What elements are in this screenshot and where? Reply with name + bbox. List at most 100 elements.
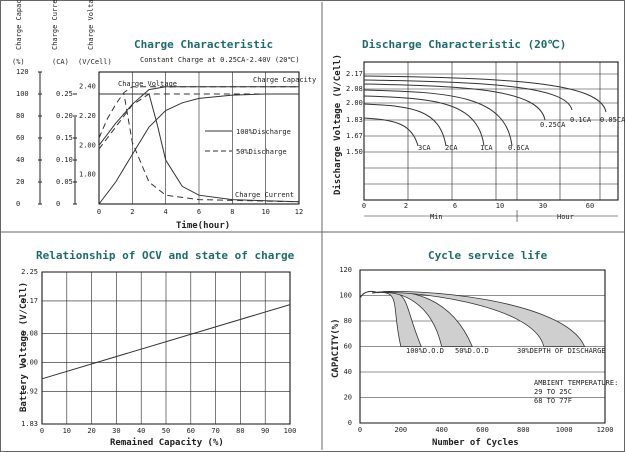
curve-label: 3CA <box>418 144 431 152</box>
x-tick: 60 <box>187 427 195 435</box>
x-tick: 20 <box>87 427 95 435</box>
y-tick: 0 <box>348 419 352 427</box>
charge-voltage-annotation: Charge Voltage <box>118 80 177 88</box>
minutes-unit-label: Min <box>430 213 443 221</box>
series-line <box>363 95 485 147</box>
x-tick: 90 <box>261 427 269 435</box>
x-tick: 0 <box>97 208 101 216</box>
hours-unit-label: Hour <box>557 213 574 221</box>
y-tick: 2.08 <box>21 330 38 338</box>
legend-100-discharge: 100%Discharge <box>236 128 291 136</box>
y-axis-label: Discharge Voltage (V/Cell) <box>332 54 343 195</box>
current-tick: 0.20 <box>56 112 73 120</box>
initial-capacity-curve <box>359 290 379 299</box>
x-tick: 4 <box>164 208 168 216</box>
y-tick: 2.00 <box>21 358 38 366</box>
band-label-100-dod: 100%D.O.D <box>406 347 444 355</box>
series-line <box>363 79 573 111</box>
current-tick: 0.25 <box>56 90 73 98</box>
capacity-tick: 100 <box>16 90 29 98</box>
x-tick: 10 <box>496 202 504 210</box>
y-tick: 2.17 <box>346 70 363 78</box>
x-tick: 6 <box>453 202 457 210</box>
y-tick: 2.00 <box>346 99 363 107</box>
ambient-note-line2: 29 TO 25C <box>534 388 572 396</box>
x-axis-label: Number of Cycles <box>432 438 519 448</box>
current-tick: 0.05 <box>56 178 73 186</box>
series-line <box>98 93 299 150</box>
cycle-life-chart: Cycle service life CAPACITY(%) 0 20 40 60 80… <box>331 249 618 448</box>
curve-label: 0.05CA <box>600 116 625 124</box>
y-tick: 80 <box>344 317 352 325</box>
x-tick: 2 <box>404 202 408 210</box>
y-tick: 100 <box>339 292 352 300</box>
current-unit: (CA) <box>52 58 69 66</box>
curve-label: 2CA <box>445 144 458 152</box>
y-tick: 60 <box>344 343 352 351</box>
capacity-header: Charge Capacity <box>15 0 23 50</box>
series-line <box>363 89 513 147</box>
plot-frame <box>363 61 619 201</box>
y-tick: 20 <box>344 394 352 402</box>
voltage-header: Charge Voltage <box>87 0 95 50</box>
chart-title: Cycle service life <box>428 249 548 262</box>
charge-current-annotation: Charge Current <box>235 191 294 199</box>
y-tick: 1.67 <box>346 132 363 140</box>
series-line <box>98 86 299 146</box>
voltage-tick: 2.00 <box>79 141 96 149</box>
x-tick: 30 <box>112 427 120 435</box>
x-tick: 60 <box>586 202 594 210</box>
x-tick: 6 <box>197 208 201 216</box>
x-tick: 0 <box>358 426 362 434</box>
y-tick: 1.83 <box>21 420 38 428</box>
series-line <box>363 75 607 113</box>
ocv-soc-chart: Relationship of OCV and state of charge … <box>19 249 296 448</box>
capacity-tick: 60 <box>16 134 24 142</box>
y-tick: 1.83 <box>346 116 363 124</box>
x-tick: 100 <box>284 427 297 435</box>
charge-characteristic-chart: Charge Characteristic Constant Charge at… <box>12 0 316 231</box>
voltage-tick: 1.80 <box>79 171 96 179</box>
capacity-tick: 20 <box>16 178 24 186</box>
x-axis-label: Time(hour) <box>176 220 230 231</box>
x-axis-label: Remained Capacity (%) <box>110 437 224 448</box>
series-line <box>98 86 299 139</box>
ambient-note-line3: 68 TO 77F <box>534 397 572 405</box>
series-line <box>363 117 419 147</box>
current-tick: 0 <box>56 200 60 208</box>
series-line <box>99 93 300 203</box>
x-tick: 30 <box>539 202 547 210</box>
voltage-tick: 2.40 <box>79 83 96 91</box>
curve-label: 0.1CA <box>570 116 592 124</box>
x-tick: 0 <box>362 202 366 210</box>
current-tick: 0.10 <box>56 156 73 164</box>
discharge-characteristic-chart: Discharge Characteristic (20℃) Discharge… <box>332 38 625 222</box>
curve-label: 0.25CA <box>540 121 566 129</box>
chart-title: Relationship of OCV and state of charge <box>36 249 295 262</box>
current-tick: 0.15 <box>56 134 73 142</box>
series-line <box>98 93 299 205</box>
capacity-tick: 40 <box>16 156 24 164</box>
x-tick: 50 <box>162 427 170 435</box>
y-tick: 1.50 <box>346 148 363 156</box>
cycle-band <box>372 291 586 347</box>
voltage-unit: (V/Cell) <box>78 58 112 66</box>
voltage-tick: 2.20 <box>79 112 96 120</box>
x-tick: 800 <box>517 426 530 434</box>
charge-capacity-annotation: Charge Capacity <box>253 76 316 84</box>
x-tick: 1200 <box>597 426 614 434</box>
series-line <box>363 103 447 147</box>
y-tick: 1.92 <box>21 387 38 395</box>
x-tick: 12 <box>295 208 303 216</box>
x-tick: 10 <box>63 427 71 435</box>
x-tick: 0 <box>40 427 44 435</box>
band-label-50-dod: 50%D.O.D <box>455 347 489 355</box>
x-tick: 8 <box>230 208 234 216</box>
x-tick: 1000 <box>556 426 573 434</box>
curve-label: 1CA <box>480 144 493 152</box>
series-line <box>363 83 546 121</box>
ambient-note-line1: AMBIENT TEMPERATURE: <box>534 379 618 387</box>
x-tick: 2 <box>130 208 134 216</box>
